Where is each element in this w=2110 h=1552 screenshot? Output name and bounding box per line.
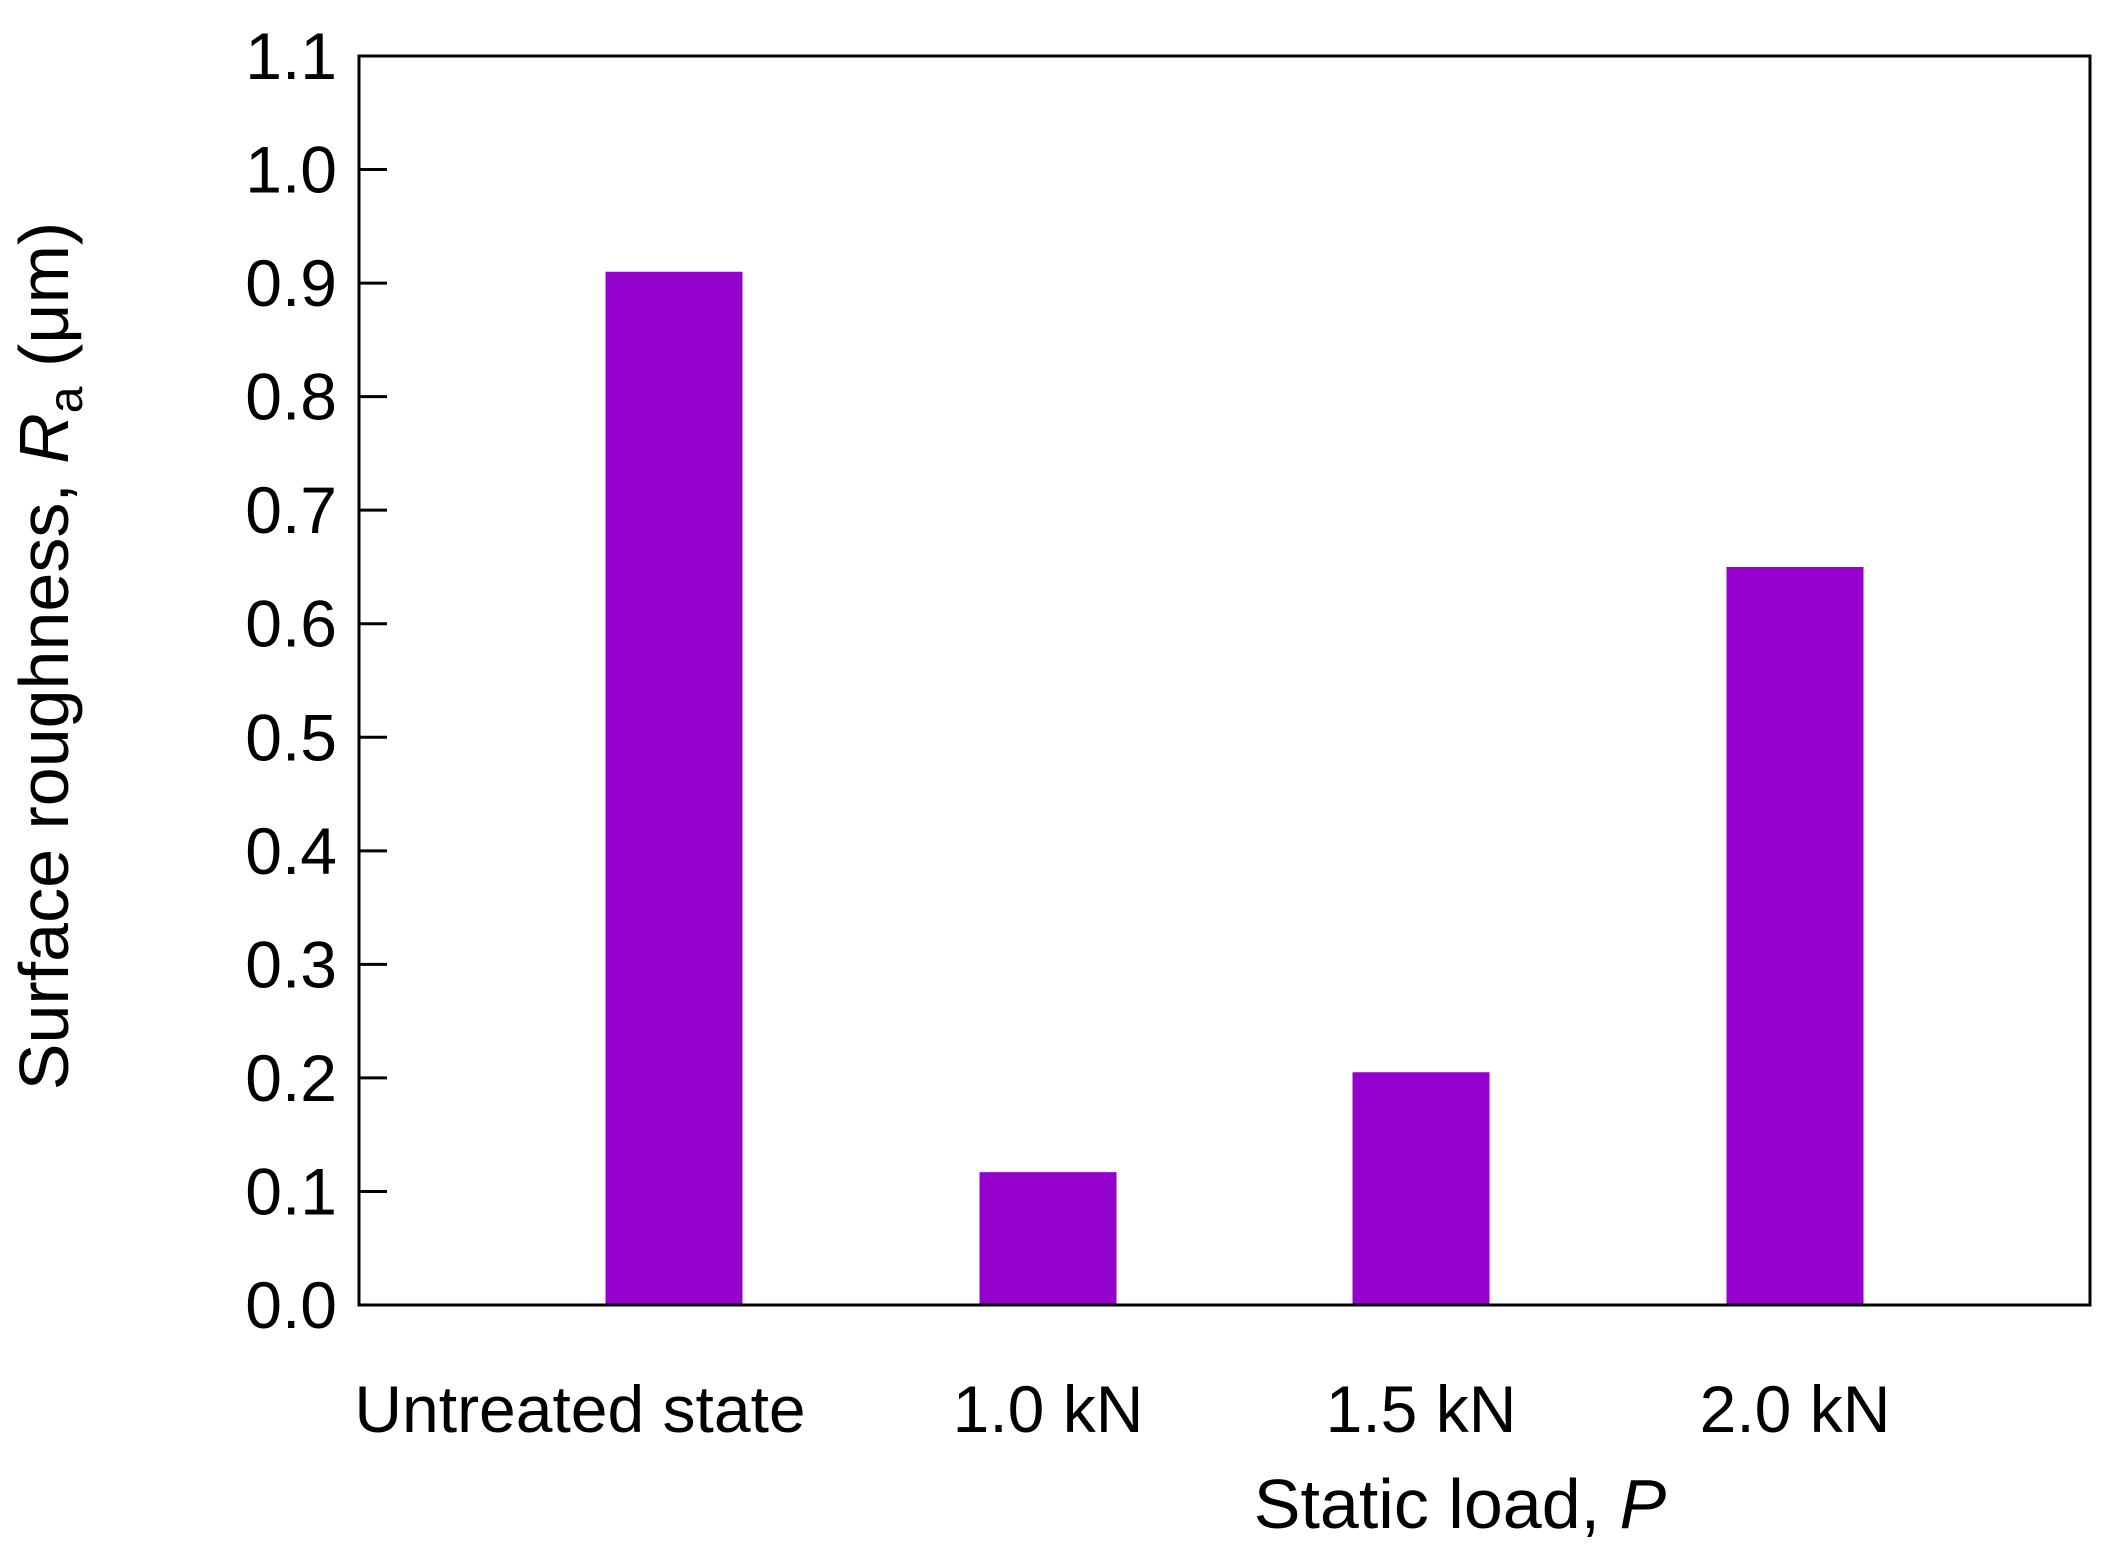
- x-category-label: 1.0 kN: [953, 1372, 1144, 1446]
- bars: [605, 271, 1864, 1306]
- y-tick-label: 0.3: [245, 927, 337, 1001]
- bar: [979, 1172, 1117, 1305]
- x-axis-title-variable: P: [1620, 1465, 1667, 1543]
- y-tick-label: 0.4: [245, 814, 337, 888]
- y-tick-label: 0.8: [245, 360, 337, 434]
- x-axis-category-labels: Untreated state 1.0 kN 1.5 kN 2.0 kN: [354, 1372, 1890, 1446]
- y-tick-label: 0.0: [245, 1268, 337, 1342]
- y-tick-label: 0.7: [245, 473, 337, 547]
- y-tick-label: 1.0: [245, 133, 337, 207]
- bar: [605, 271, 743, 1306]
- x-category-label: 2.0 kN: [1700, 1372, 1891, 1446]
- y-axis-ticks: 0.0 0.1 0.2 0.3 0.4 0.5 0.6 0.7 0.8 0.9 1.0 1.1: [245, 19, 387, 1342]
- y-axis-title: Surface roughness, Ra (μm): [5, 222, 93, 1090]
- x-axis-title: Static load, P: [1254, 1465, 1667, 1543]
- y-axis-title-unit: (μm): [5, 222, 83, 387]
- y-tick-label: 0.2: [245, 1041, 337, 1115]
- y-tick-label: 0.1: [245, 1154, 337, 1228]
- y-axis-title-subscript: a: [40, 386, 93, 413]
- y-tick-label: 0.6: [245, 587, 337, 661]
- y-axis-title-variable: R: [5, 413, 83, 464]
- y-tick-label: 0.5: [245, 700, 337, 774]
- y-tick-label: 1.1: [245, 19, 337, 93]
- bar: [1726, 566, 1864, 1305]
- x-category-label: Untreated state: [354, 1372, 805, 1446]
- y-tick-label: 0.9: [245, 246, 337, 320]
- plot-frame: [357, 54, 2092, 1307]
- x-axis-title-main: Static load,: [1254, 1465, 1620, 1543]
- y-axis-title-prefix: Surface roughness,: [5, 464, 83, 1090]
- x-category-label: 1.5 kN: [1326, 1372, 1517, 1446]
- bar: [1352, 1072, 1490, 1305]
